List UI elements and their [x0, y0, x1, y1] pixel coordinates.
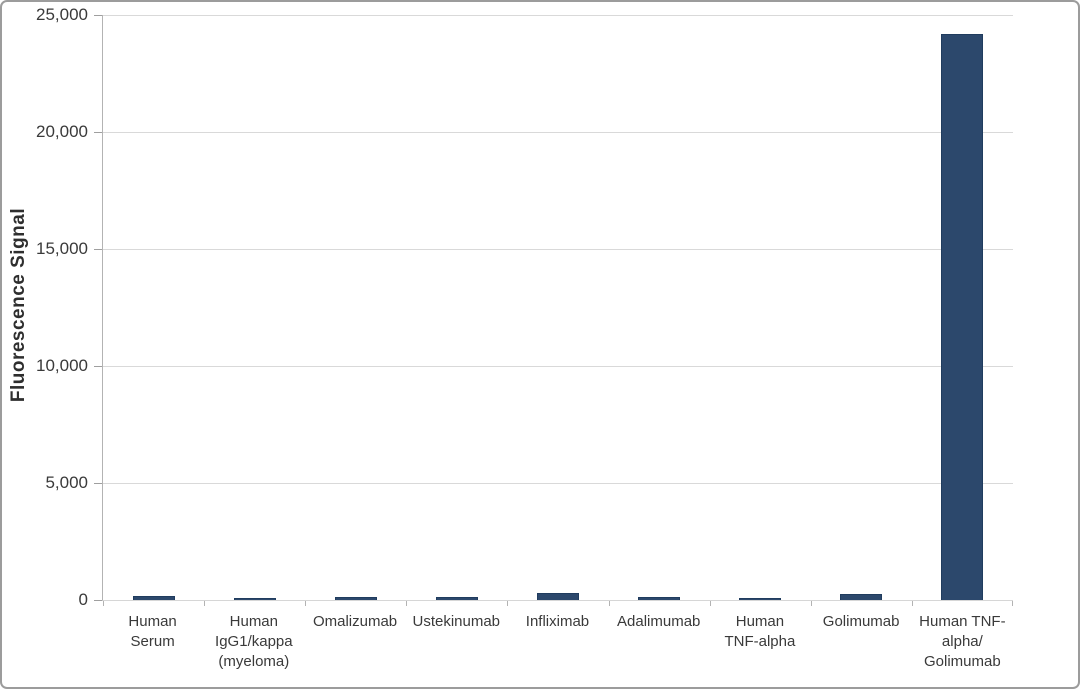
bar-slot: [305, 15, 406, 600]
y-tick-label: 0: [78, 590, 88, 609]
x-tick-mark: [810, 601, 812, 606]
y-tick-mark: [94, 600, 102, 601]
bar-slot: [507, 15, 608, 600]
x-tick-mark: [709, 601, 711, 606]
x-category-label: Human Serum: [128, 613, 177, 650]
y-tick-label: 10,000: [36, 356, 88, 375]
x-category-label: Omalizumab: [312, 613, 398, 630]
bar-slot: [406, 15, 507, 600]
bar: [435, 596, 478, 600]
x-tick-mark: [305, 601, 307, 606]
x-tick-mark: [911, 601, 913, 606]
bar-slot: [609, 15, 710, 600]
gridline: [103, 249, 1013, 250]
gridline: [103, 132, 1013, 133]
y-tick-label: 20,000: [36, 122, 88, 141]
gridline: [103, 15, 1013, 16]
x-category-label: Human TNF-alpha: [724, 613, 796, 650]
bar-slot: [204, 15, 305, 600]
y-tick-label: 15,000: [36, 239, 88, 258]
plot-area: [102, 15, 1013, 606]
bar-slot: [912, 15, 1013, 600]
y-tick-mark: [94, 366, 102, 367]
x-tick-mark: [1012, 601, 1013, 606]
bar: [941, 33, 984, 600]
x-category-label: Human IgG1/kappa (myeloma): [215, 613, 293, 670]
x-category-label: Infliximab: [525, 613, 590, 630]
bar-slot: [103, 15, 204, 600]
bar-slot: [710, 15, 811, 600]
x-category-label: Ustekinumab: [412, 613, 501, 630]
x-tick-mark: [608, 601, 610, 606]
bar: [132, 596, 175, 600]
x-axis-labels: Human Serum Human IgG1/kappa (myeloma) Omaliz…: [102, 612, 1013, 672]
y-tick-label: 5,000: [45, 473, 88, 492]
x-category-label: Golimumab: [822, 613, 900, 630]
bar: [739, 598, 782, 600]
bar: [334, 596, 377, 600]
y-tick-label: 25,000: [36, 5, 88, 24]
x-category-label: Adalimumab: [617, 613, 701, 630]
bar: [536, 593, 579, 600]
y-tick-mark: [94, 15, 102, 16]
y-tick-mark: [94, 483, 102, 484]
x-tick-mark: [507, 601, 509, 606]
x-tick-mark: [103, 601, 104, 606]
gridline: [103, 366, 1013, 367]
y-tick-mark: [94, 249, 102, 250]
bar: [638, 596, 681, 600]
bar-slot: [811, 15, 912, 600]
x-tick-mark: [204, 601, 206, 606]
bar: [233, 598, 276, 600]
y-tick-mark: [94, 132, 102, 133]
bar-series: [103, 15, 1013, 600]
bar: [840, 594, 883, 600]
gridline: [103, 483, 1013, 484]
x-tick-mark: [406, 601, 408, 606]
x-category-label: Human TNF-alpha/Golimumab: [919, 613, 1006, 670]
